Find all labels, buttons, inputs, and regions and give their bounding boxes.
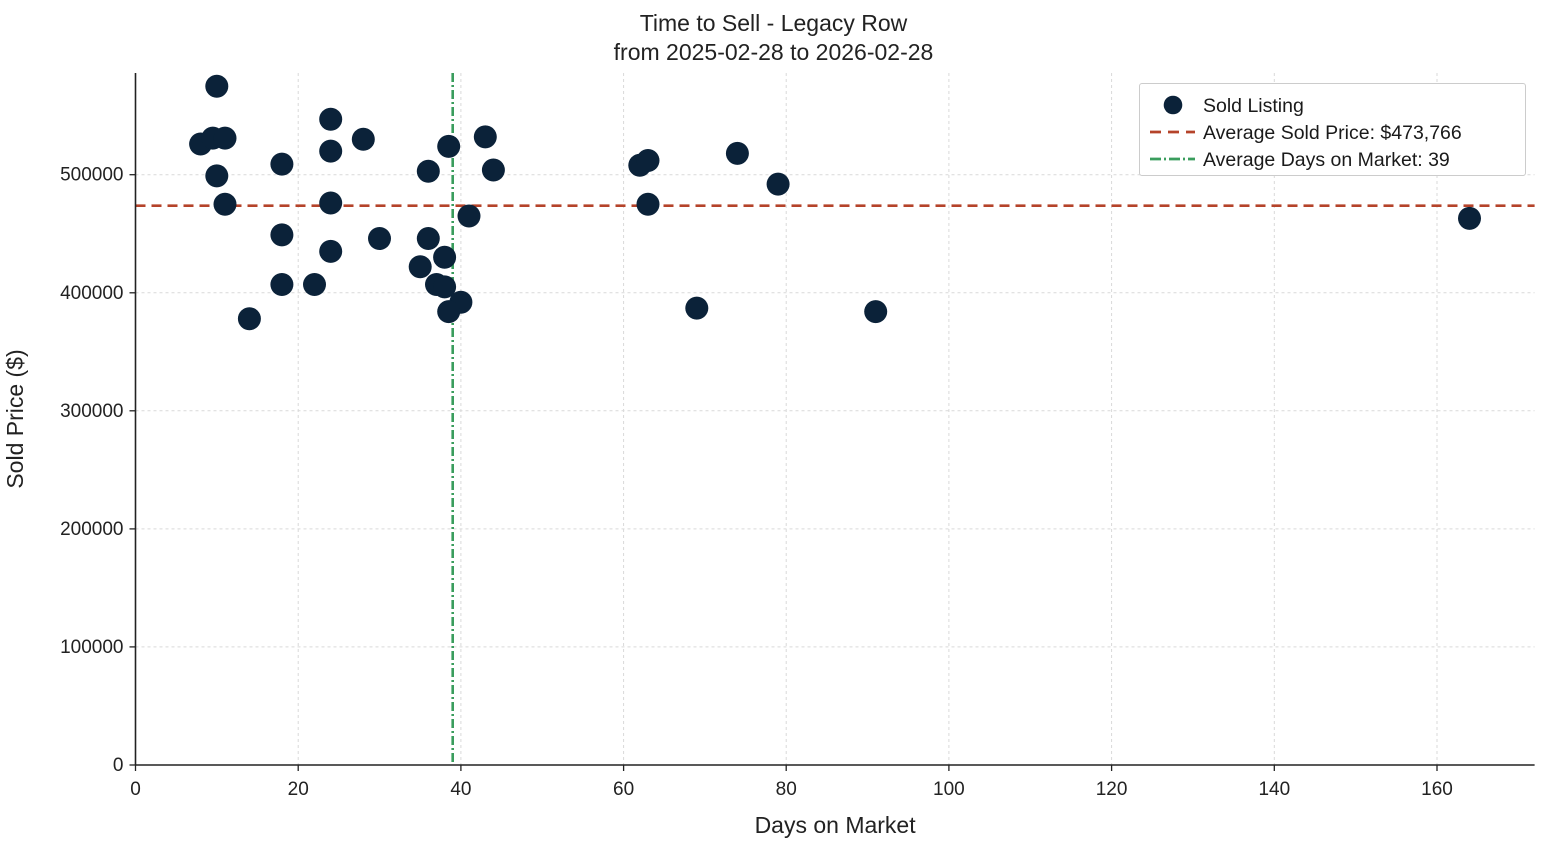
svg-text:300000: 300000 <box>60 401 123 422</box>
svg-text:160: 160 <box>1421 779 1453 800</box>
svg-text:80: 80 <box>776 779 797 800</box>
svg-text:200000: 200000 <box>60 519 123 540</box>
svg-text:20: 20 <box>288 779 309 800</box>
svg-text:0: 0 <box>130 779 141 800</box>
svg-text:500000: 500000 <box>60 165 123 186</box>
svg-text:0: 0 <box>113 755 124 776</box>
svg-text:Sold Listing: Sold Listing <box>1203 95 1304 117</box>
svg-text:40: 40 <box>450 779 471 800</box>
svg-text:100: 100 <box>933 779 965 800</box>
svg-text:140: 140 <box>1258 779 1290 800</box>
svg-text:400000: 400000 <box>60 283 123 304</box>
svg-text:120: 120 <box>1096 779 1128 800</box>
svg-text:Sold Price ($): Sold Price ($) <box>2 349 28 488</box>
svg-text:100000: 100000 <box>60 637 123 658</box>
svg-text:Average Sold Price: $473,766: Average Sold Price: $473,766 <box>1203 122 1462 144</box>
svg-text:Average Days on Market: 39: Average Days on Market: 39 <box>1203 149 1450 171</box>
svg-text:Days on Market: Days on Market <box>755 812 917 838</box>
svg-text:60: 60 <box>613 779 634 800</box>
